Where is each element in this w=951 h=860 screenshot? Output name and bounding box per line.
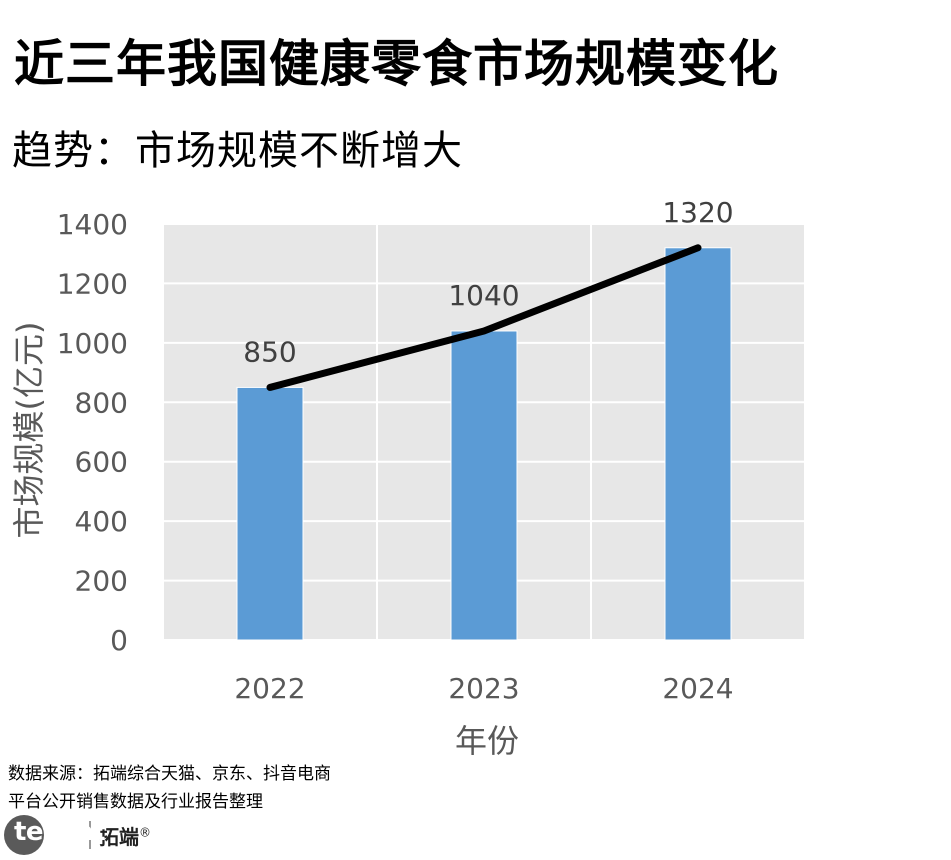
source-note: 数据来源：拓端综合天猫、京东、抖音电商 平台公开销售数据及行业报告整理 bbox=[8, 760, 331, 816]
logo-circle-icon: tecdat bbox=[4, 815, 106, 855]
data-labels: 850 1040 1320 bbox=[243, 196, 733, 369]
x-tick-label: 2024 bbox=[662, 672, 733, 705]
brand-logo: tecdat 拓端® bbox=[4, 815, 151, 855]
bar-series bbox=[236, 247, 732, 641]
data-label-2022: 850 bbox=[243, 335, 296, 368]
x-tick-label: 2022 bbox=[234, 672, 305, 705]
chart-title: 近三年我国健康零食市场规模变化 bbox=[14, 35, 779, 93]
y-tick-label: 800 bbox=[75, 386, 128, 419]
x-axis-title: 年份 bbox=[455, 722, 519, 760]
y-axis-ticks: 0 200 400 600 800 1000 1200 1400 bbox=[57, 208, 128, 657]
source-line-2: 平台公开销售数据及行业报告整理 bbox=[8, 792, 263, 812]
y-tick-label: 600 bbox=[75, 446, 128, 479]
y-tick-label: 1000 bbox=[57, 327, 128, 360]
bar-2023 bbox=[450, 330, 518, 641]
data-label-2024: 1320 bbox=[662, 196, 733, 229]
y-tick-label: 1400 bbox=[57, 208, 128, 241]
logo-chinese-text: 拓端 bbox=[99, 824, 139, 849]
x-tick-label: 2023 bbox=[448, 672, 519, 705]
logo-chinese: 拓端® bbox=[99, 821, 151, 850]
source-line-1: 数据来源：拓端综合天猫、京东、抖音电商 bbox=[8, 764, 331, 784]
logo-divider bbox=[89, 821, 91, 849]
registered-mark: ® bbox=[139, 824, 151, 839]
line-series bbox=[266, 244, 702, 391]
y-tick-label: 0 bbox=[110, 624, 128, 657]
trend-line bbox=[266, 244, 702, 391]
y-tick-label: 1200 bbox=[57, 267, 128, 300]
chart: 0 200 400 600 800 1000 1200 1400 2022 2023 2024 8… bbox=[10, 196, 806, 760]
x-axis-ticks: 2022 2023 2024 bbox=[234, 672, 733, 705]
data-label-2023: 1040 bbox=[448, 279, 519, 312]
bar-2022 bbox=[236, 386, 304, 641]
logo-latin-text: tecdat bbox=[14, 817, 106, 847]
chart-subtitle: 趋势：市场规模不断增大 bbox=[12, 128, 463, 174]
y-tick-label: 200 bbox=[75, 565, 128, 598]
y-axis-title: 市场规模(亿元) bbox=[10, 322, 48, 539]
bar-2024 bbox=[664, 247, 732, 641]
y-tick-label: 400 bbox=[75, 505, 128, 538]
